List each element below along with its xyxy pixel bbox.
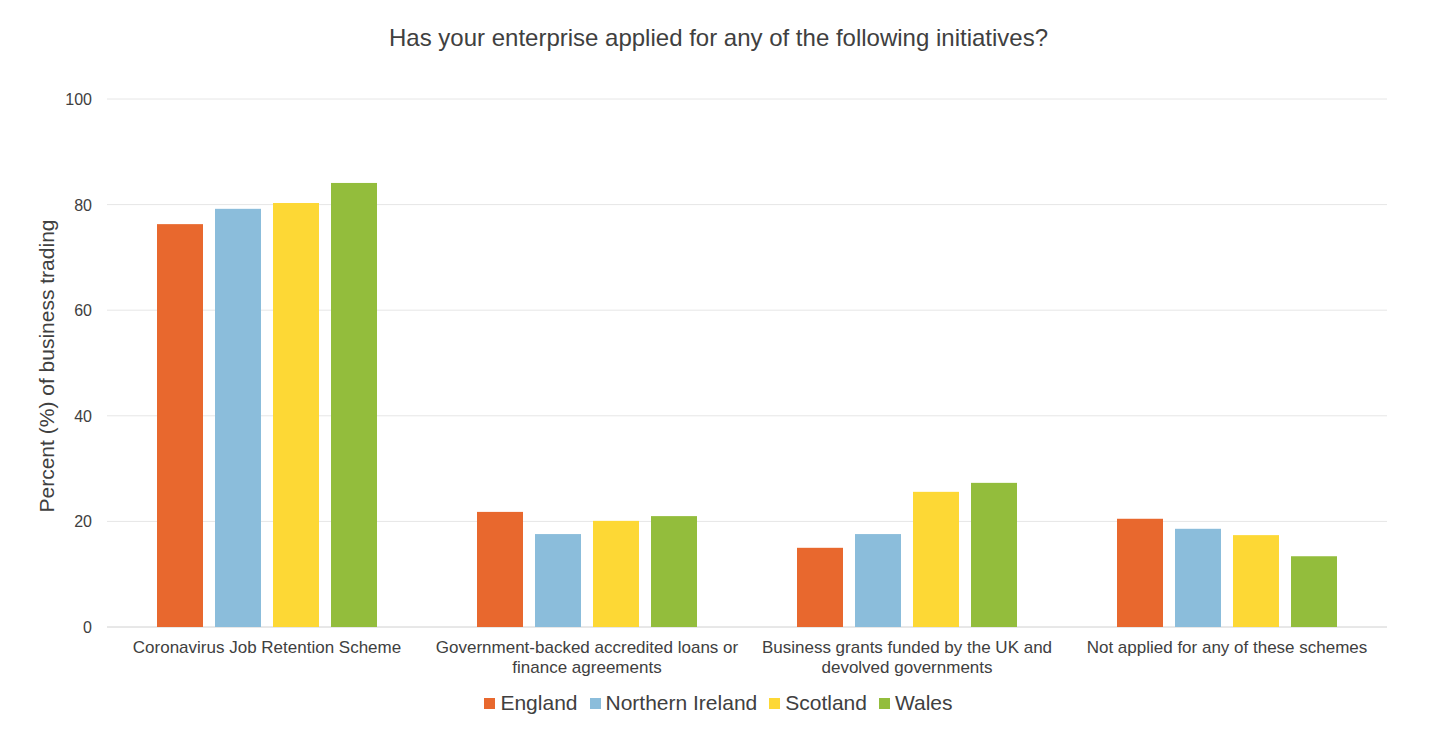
legend-swatch	[484, 698, 495, 709]
legend-swatch	[590, 698, 601, 709]
bar	[1233, 535, 1279, 627]
title: Has your enterprise applied for any of t…	[389, 24, 1048, 51]
legend-label: England	[500, 691, 577, 715]
bar	[273, 203, 319, 627]
bar	[797, 548, 843, 627]
bar	[331, 183, 377, 627]
bars	[157, 183, 1337, 627]
y-tick-label: 100	[65, 91, 92, 108]
legend-label: Wales	[895, 691, 953, 715]
bar	[477, 512, 523, 627]
bar	[1175, 529, 1221, 627]
bar	[651, 516, 697, 627]
y-tick-label: 40	[74, 408, 92, 425]
x-tick-label: Coronavirus Job Retention Scheme	[107, 638, 427, 658]
legend-item: England	[484, 691, 577, 715]
bar	[1117, 519, 1163, 627]
y-tick-label: 80	[74, 197, 92, 214]
legend-label: Scotland	[785, 691, 867, 715]
bar	[215, 209, 261, 627]
y-tick-label: 60	[74, 302, 92, 319]
legend: England Northern Ireland Scotland Wales	[0, 691, 1437, 715]
legend-item: Northern Ireland	[590, 691, 758, 715]
legend-label: Northern Ireland	[606, 691, 758, 715]
bar	[593, 521, 639, 627]
legend-swatch	[879, 698, 890, 709]
x-tick-label: Business grants funded by the UK and dev…	[747, 638, 1067, 678]
y-tick-label: 20	[74, 513, 92, 530]
legend-swatch	[769, 698, 780, 709]
bar	[157, 224, 203, 627]
bar	[1291, 556, 1337, 627]
y-axis-label: Percent (%) of business trading	[35, 220, 58, 513]
grid-line	[107, 99, 1387, 100]
x-tick-label: Government-backed accredited loans or fi…	[427, 638, 747, 678]
bar	[855, 534, 901, 627]
legend-item: Wales	[879, 691, 953, 715]
x-tick-label: Not applied for any of these schemes	[1067, 638, 1387, 658]
bar	[913, 492, 959, 627]
bar	[535, 534, 581, 627]
bar	[971, 483, 1017, 627]
y-tick-label: 0	[83, 619, 92, 636]
legend-item: Scotland	[769, 691, 867, 715]
